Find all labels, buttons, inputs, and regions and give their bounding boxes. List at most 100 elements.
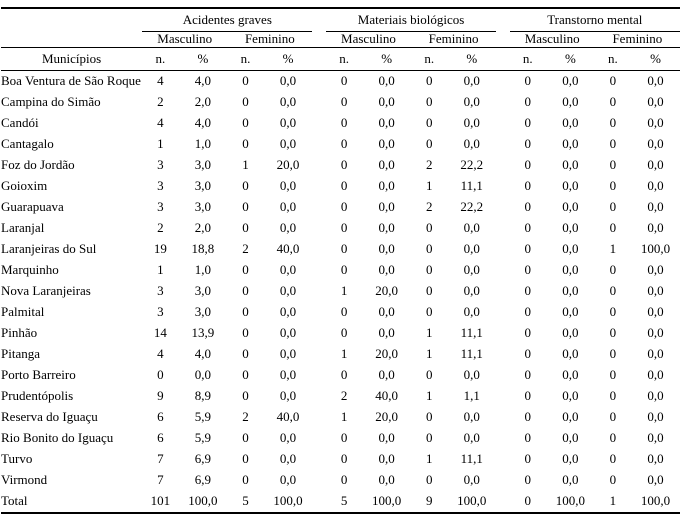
group-gap <box>496 8 509 32</box>
municipality-name: Turvo <box>1 451 33 467</box>
value-cell: 0 <box>524 451 532 467</box>
column-spacer <box>312 92 325 113</box>
value-cell: 6,9 <box>194 472 212 488</box>
value-cell: 0,0 <box>562 136 579 152</box>
value-cell: 3 <box>157 283 164 299</box>
value-cell: 0 <box>609 262 617 278</box>
table-row: Goioxim 3 3,0 0 0,0 0 0,0 1 11,1 0 0,0 0 0,0 <box>1 176 680 197</box>
table-header: Acidentes graves Materiais biológicos Tr… <box>1 8 680 71</box>
value-cell: 3 <box>157 157 164 173</box>
table-row: Porto Barreiro 0 0,0 0 0,0 0 0,0 0 0,0 0 0,0 0 0,0 <box>1 365 680 386</box>
value-cell: 2 <box>242 409 249 425</box>
column-spacer <box>496 470 509 491</box>
value-cell: 0,0 <box>463 241 480 257</box>
value-cell: 0 <box>609 178 617 194</box>
value-cell: 0,0 <box>378 94 395 110</box>
value-cell: 0,0 <box>463 430 480 446</box>
value-cell: 5,9 <box>194 430 212 446</box>
value-cell: 0,0 <box>378 220 395 236</box>
value-cell: 11,1 <box>460 451 483 467</box>
value-cell: 1 <box>425 451 433 467</box>
value-cell: 0,0 <box>647 136 664 152</box>
column-spacer <box>496 239 509 260</box>
value-cell: 0 <box>609 199 617 215</box>
value-cell: 0 <box>609 451 617 467</box>
value-cell: 0 <box>524 430 532 446</box>
column-spacer <box>496 197 509 218</box>
value-cell: 0 <box>340 325 348 341</box>
value-cell: 0 <box>242 262 249 278</box>
value-cell: 0,0 <box>463 115 480 131</box>
table-body: Boa Ventura de São Roque 4 4,0 0 0,0 0 0,0 0 0,0… <box>1 71 680 514</box>
municipality-name: Foz do Jordão <box>1 157 75 173</box>
value-cell: 2,0 <box>194 94 212 110</box>
value-cell: 0 <box>524 199 532 215</box>
n-header: n. <box>142 47 179 71</box>
value-cell: 0 <box>425 73 433 89</box>
value-cell: 0 <box>242 136 249 152</box>
value-cell: 6,9 <box>194 451 212 467</box>
group-gap <box>312 47 326 71</box>
value-cell: 0,0 <box>647 199 664 215</box>
value-cell: 0 <box>242 283 249 299</box>
value-cell: 100,0 <box>545 491 595 514</box>
value-cell: 3,0 <box>194 199 212 215</box>
value-cell: 0 <box>242 451 249 467</box>
value-cell: 0 <box>609 115 617 131</box>
value-cell: 0,0 <box>647 73 664 89</box>
column-spacer <box>312 386 325 407</box>
sex-subheader-row: Masculino Feminino Masculino Feminino Ma… <box>1 31 680 48</box>
value-cell: 0,0 <box>279 451 297 467</box>
value-cell: 0,0 <box>463 409 480 425</box>
value-cell: 4,0 <box>194 115 212 131</box>
column-spacer <box>312 449 325 470</box>
value-cell: 3,0 <box>194 304 212 320</box>
subheader-feminino: Feminino <box>594 31 680 48</box>
column-spacer <box>496 92 509 113</box>
value-cell: 2 <box>157 220 164 236</box>
value-cell: 0,0 <box>647 115 664 131</box>
value-cell: 0 <box>340 115 348 131</box>
column-spacer <box>496 113 509 134</box>
group-gap <box>496 31 510 48</box>
n-header: n. <box>411 47 448 71</box>
value-cell: 0 <box>524 472 532 488</box>
column-spacer <box>496 449 509 470</box>
value-cell: 0 <box>425 304 433 320</box>
table-row: Guarapuava 3 3,0 0 0,0 0 0,0 2 22,2 0 0,0 0 0,0 <box>1 197 680 218</box>
value-cell: 0,0 <box>463 94 480 110</box>
value-cell: 0,0 <box>562 409 579 425</box>
table-row: Virmond 7 6,9 0 0,0 0 0,0 0 0,0 0 0,0 0 0,0 <box>1 470 680 491</box>
value-cell: 18,8 <box>191 241 215 257</box>
value-cell: 0 <box>242 430 249 446</box>
value-cell: 0,0 <box>647 283 664 299</box>
value-cell: 0,0 <box>279 178 297 194</box>
municipality-name: Campina do Simão <box>1 94 101 110</box>
value-cell: 40,0 <box>375 388 399 404</box>
value-cell: 0,0 <box>647 472 664 488</box>
value-cell: 0 <box>425 430 433 446</box>
value-cell: 0,0 <box>279 388 297 404</box>
value-cell: 0,0 <box>378 199 395 215</box>
value-cell: 0,0 <box>562 430 579 446</box>
column-spacer <box>312 71 325 93</box>
value-cell: 0,0 <box>562 304 579 320</box>
value-cell: 4,0 <box>194 73 212 89</box>
column-spacer <box>496 407 509 428</box>
value-cell: 0 <box>340 220 348 236</box>
value-cell: 0 <box>609 283 617 299</box>
value-cell: 9 <box>411 491 448 514</box>
value-cell: 0 <box>524 157 532 173</box>
value-cell: 0 <box>425 367 433 383</box>
column-spacer <box>496 218 509 239</box>
value-cell: 0,0 <box>647 346 664 362</box>
value-cell: 0 <box>242 199 249 215</box>
value-cell: 3 <box>157 304 164 320</box>
value-cell: 0,0 <box>378 157 395 173</box>
value-cell: 0,0 <box>562 157 579 173</box>
value-cell: 1 <box>425 388 433 404</box>
value-cell: 1 <box>157 262 164 278</box>
column-spacer <box>496 491 510 514</box>
column-spacer <box>312 197 325 218</box>
value-cell: 20,0 <box>276 157 300 173</box>
